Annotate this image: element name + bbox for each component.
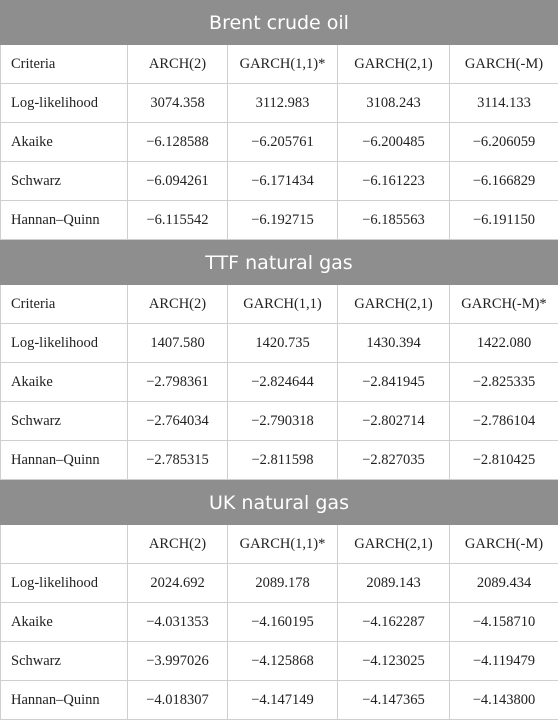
- cell: GARCH(-M): [450, 525, 558, 564]
- cell: 2024.692: [128, 564, 228, 603]
- cell: GARCH(2,1): [338, 285, 450, 324]
- cell: GARCH(-M)*: [450, 285, 558, 324]
- cell: GARCH(1,1)*: [228, 525, 338, 564]
- cell: GARCH(1,1)*: [228, 45, 338, 84]
- data-row: Log-likelihood 1407.580 1420.735 1430.394 14…: [0, 324, 558, 363]
- cell: −4.125868: [228, 642, 338, 681]
- cell: −4.123025: [338, 642, 450, 681]
- row-label: Log-likelihood: [0, 564, 128, 603]
- cell: 1422.080: [450, 324, 558, 363]
- data-row: Schwarz −6.094261 −6.171434 −6.161223 −6.166…: [0, 162, 558, 201]
- cell: −4.031353: [128, 603, 228, 642]
- cell: −2.810425: [450, 441, 558, 480]
- data-row: Hannan–Quinn −2.785315 −2.811598 −2.827035−…: [0, 441, 558, 480]
- cell: ARCH(2): [128, 525, 228, 564]
- cell: −4.160195: [228, 603, 338, 642]
- row-label: Criteria: [0, 45, 128, 84]
- data-row: Akaike −6.128588 −6.205761 −6.200485 −6.2060…: [0, 123, 558, 162]
- cell: −2.786104: [450, 402, 558, 441]
- data-row: Hannan–Quinn −4.018307 −4.147149 −4.147365−…: [0, 681, 558, 720]
- cell: −6.206059: [450, 123, 558, 162]
- cell: −4.147149: [228, 681, 338, 720]
- cell: −2.827035: [338, 441, 450, 480]
- cell: −6.191150: [450, 201, 558, 240]
- row-label: Akaike: [0, 123, 128, 162]
- cell: ARCH(2): [128, 45, 228, 84]
- row-label: Log-likelihood: [0, 84, 128, 123]
- cell: −4.158710: [450, 603, 558, 642]
- cell: −2.798361: [128, 363, 228, 402]
- cell: −6.166829: [450, 162, 558, 201]
- row-label: Hannan–Quinn: [0, 681, 128, 720]
- cell: −2.764034: [128, 402, 228, 441]
- cell: 2089.434: [450, 564, 558, 603]
- data-row: Schwarz −3.997026 −4.125868 −4.123025 −4.119…: [0, 642, 558, 681]
- row-label: Akaike: [0, 603, 128, 642]
- cell: 2089.178: [228, 564, 338, 603]
- cell: −4.018307: [128, 681, 228, 720]
- cell: −4.162287: [338, 603, 450, 642]
- cell: −2.824644: [228, 363, 338, 402]
- cell: −6.200485: [338, 123, 450, 162]
- row-label: Schwarz: [0, 642, 128, 681]
- cell: −4.119479: [450, 642, 558, 681]
- cell: 3074.358: [128, 84, 228, 123]
- section-title: Brent crude oil: [0, 0, 558, 45]
- row-label: Log-likelihood: [0, 324, 128, 363]
- cell: −2.825335: [450, 363, 558, 402]
- section-title: TTF natural gas: [0, 240, 558, 285]
- data-row: Akaike −2.798361 −2.824644 −2.841945 −2.8253…: [0, 363, 558, 402]
- cell: −2.785315: [128, 441, 228, 480]
- cell: 1407.580: [128, 324, 228, 363]
- data-row: Akaike −4.031353 −4.160195 −4.162287 −4.1587…: [0, 603, 558, 642]
- cell: −3.997026: [128, 642, 228, 681]
- cell: −6.115542: [128, 201, 228, 240]
- header-row: Criteria ARCH(2) GARCH(1,1) GARCH(2,1) GARCH…: [0, 285, 558, 324]
- cell: −6.128588: [128, 123, 228, 162]
- cell: −2.790318: [228, 402, 338, 441]
- cell: −6.205761: [228, 123, 338, 162]
- row-label: Hannan–Quinn: [0, 441, 128, 480]
- row-label: Akaike: [0, 363, 128, 402]
- section-title: UK natural gas: [0, 480, 558, 525]
- cell: 1420.735: [228, 324, 338, 363]
- cell: −6.185563: [338, 201, 450, 240]
- cell: GARCH(2,1): [338, 525, 450, 564]
- cell: −6.192715: [228, 201, 338, 240]
- cell: −2.811598: [228, 441, 338, 480]
- header-row: Criteria ARCH(2) GARCH(1,1)* GARCH(2,1) GARC…: [0, 45, 558, 84]
- row-label: Schwarz: [0, 402, 128, 441]
- cell: 3112.983: [228, 84, 338, 123]
- row-label: Hannan–Quinn: [0, 201, 128, 240]
- cell: GARCH(1,1): [228, 285, 338, 324]
- cell: −2.802714: [338, 402, 450, 441]
- data-row: Hannan–Quinn −6.115542 −6.192715 −6.185563−…: [0, 201, 558, 240]
- cell: GARCH(-M): [450, 45, 558, 84]
- data-row: Log-likelihood 3074.358 3112.983 3108.243 31…: [0, 84, 558, 123]
- cell: −4.143800: [450, 681, 558, 720]
- cell: 3108.243: [338, 84, 450, 123]
- row-label: Schwarz: [0, 162, 128, 201]
- header-row: ARCH(2) GARCH(1,1)* GARCH(2,1) GARCH(-M): [0, 525, 558, 564]
- cell: 1430.394: [338, 324, 450, 363]
- cell: −4.147365: [338, 681, 450, 720]
- cell: ARCH(2): [128, 285, 228, 324]
- cell: −2.841945: [338, 363, 450, 402]
- data-row: Log-likelihood 2024.692 2089.178 2089.143 20…: [0, 564, 558, 603]
- cell: −6.161223: [338, 162, 450, 201]
- row-label: [0, 525, 128, 564]
- cell: 2089.143: [338, 564, 450, 603]
- cell: 3114.133: [450, 84, 558, 123]
- cell: −6.171434: [228, 162, 338, 201]
- row-label: Criteria: [0, 285, 128, 324]
- data-row: Schwarz −2.764034 −2.790318 −2.802714 −2.786…: [0, 402, 558, 441]
- cell: −6.094261: [128, 162, 228, 201]
- cell: GARCH(2,1): [338, 45, 450, 84]
